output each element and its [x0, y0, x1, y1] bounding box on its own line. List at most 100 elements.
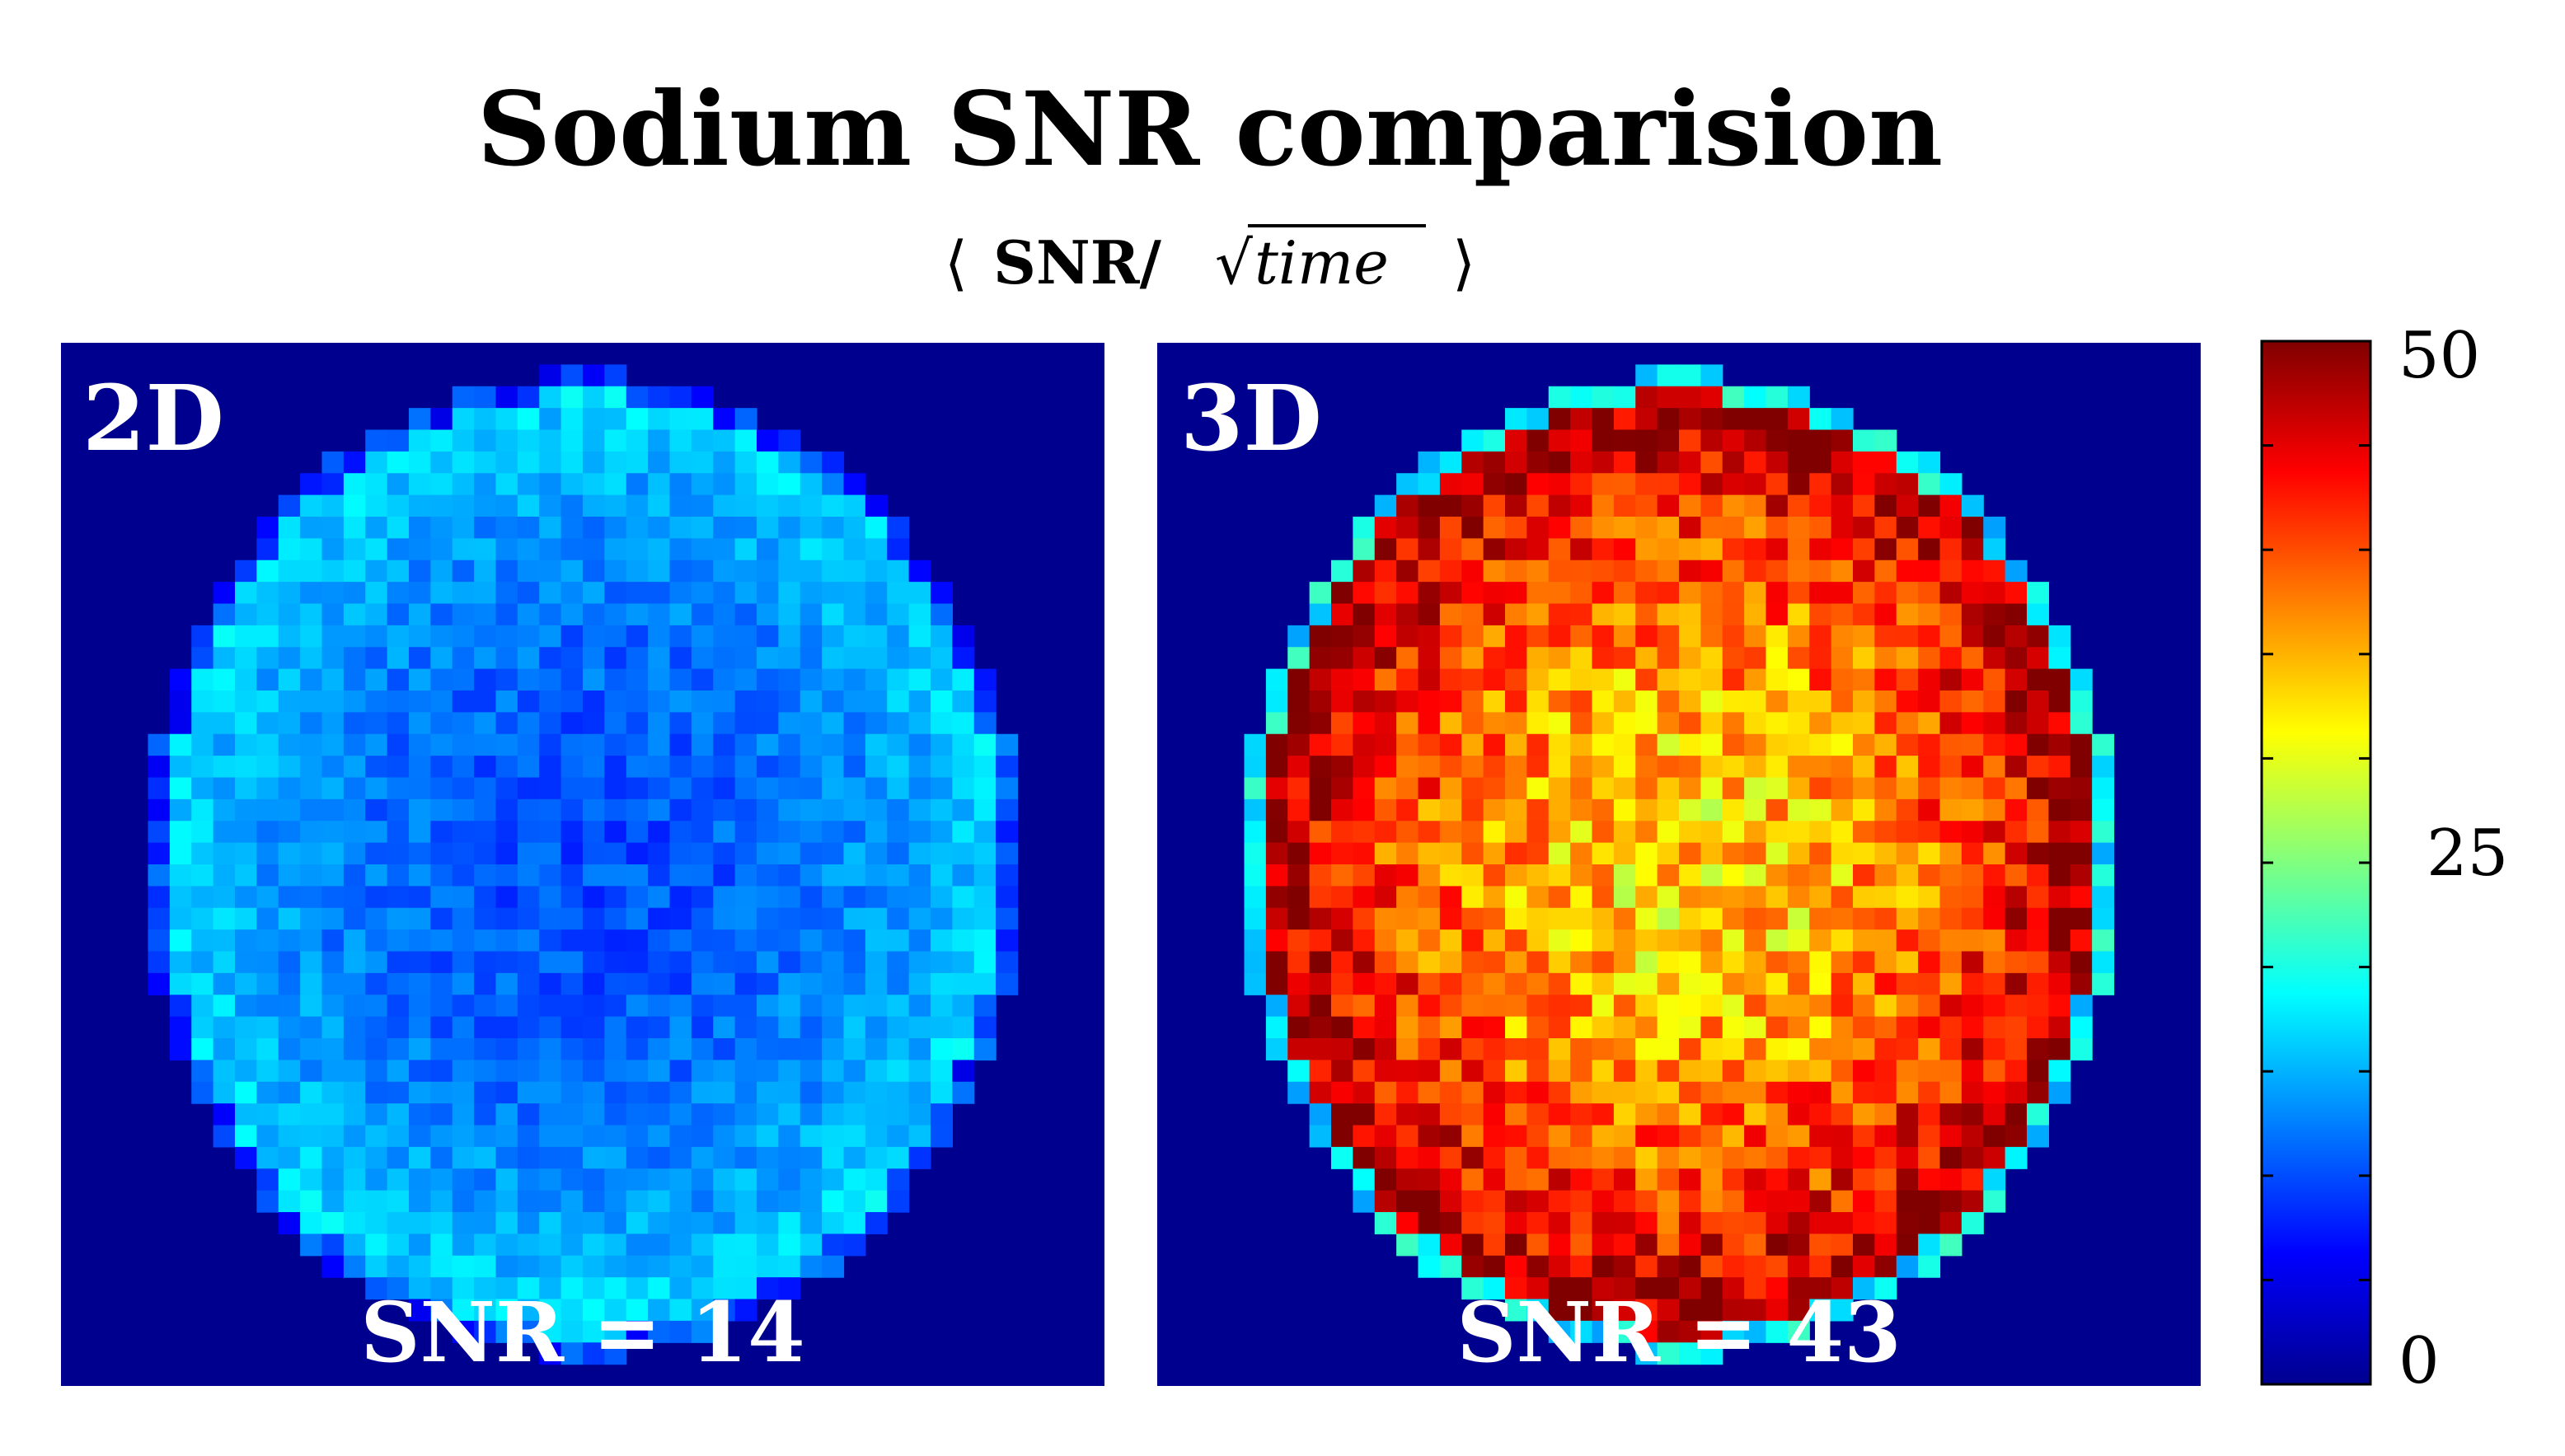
- heatmap-cell: [2005, 886, 2028, 909]
- heatmap-cell: [865, 929, 888, 953]
- heatmap-cell: [1700, 1081, 1723, 1104]
- heatmap-cell: [757, 864, 779, 887]
- heatmap-cell: [1787, 668, 1810, 691]
- heatmap-cell: [1831, 1234, 1854, 1257]
- heatmap-cell: [213, 886, 236, 909]
- heatmap-cell: [757, 886, 779, 909]
- heatmap-cell: [1657, 1016, 1680, 1039]
- heatmap-cell: [365, 625, 388, 648]
- heatmap-cell: [365, 842, 388, 865]
- heatmap-cell: [583, 1060, 605, 1083]
- heatmap-cell: [1592, 1277, 1615, 1300]
- heatmap-cell: [1287, 886, 1311, 909]
- heatmap-cell: [1765, 1038, 1789, 1060]
- heatmap-cell: [452, 798, 475, 822]
- heatmap-cell: [1309, 712, 1332, 735]
- heatmap-cell: [1700, 712, 1723, 735]
- heatmap-cell: [409, 842, 431, 865]
- heatmap-cell: [1613, 625, 1636, 648]
- heatmap-cell: [1461, 625, 1484, 648]
- heatmap-cell: [1700, 1212, 1723, 1234]
- heatmap-cell: [734, 712, 757, 735]
- heatmap-cell: [1787, 603, 1810, 626]
- heatmap-cell: [365, 473, 388, 496]
- heatmap-cell: [1396, 691, 1419, 713]
- heatmap-cell: [1418, 473, 1441, 496]
- heatmap-cell: [1570, 777, 1593, 800]
- heatmap-cell: [778, 929, 801, 953]
- heatmap-cell: [387, 1255, 410, 1278]
- heatmap-cell: [1353, 1190, 1376, 1213]
- heatmap-cell: [800, 647, 823, 670]
- heatmap-cell: [1374, 625, 1397, 648]
- heatmap-cell: [169, 951, 192, 974]
- heatmap-cell: [1896, 907, 1919, 930]
- heatmap-cell: [800, 1038, 823, 1060]
- heatmap-cell: [1809, 1255, 1832, 1278]
- heatmap-cell: [1679, 777, 1701, 800]
- heatmap-cell: [1722, 1299, 1745, 1322]
- heatmap-cell: [1983, 1038, 2006, 1060]
- heatmap-cell: [1744, 1190, 1767, 1213]
- heatmap-cell: [626, 691, 649, 713]
- heatmap-cell: [387, 886, 410, 909]
- heatmap-cell: [1331, 995, 1353, 1018]
- heatmap-cell: [560, 582, 584, 605]
- heatmap-cell: [843, 821, 866, 844]
- heatmap-cell: [365, 1277, 388, 1300]
- heatmap-cell: [1918, 929, 1941, 953]
- heatmap-cell: [2005, 603, 2028, 626]
- heatmap-cell: [887, 1125, 910, 1148]
- heatmap-cell: [843, 494, 866, 517]
- heatmap-cell: [822, 1212, 845, 1234]
- heatmap-cell: [887, 582, 910, 605]
- heatmap-cell: [713, 842, 736, 865]
- heatmap-cell: [1896, 995, 1919, 1018]
- heatmap-cell: [1744, 821, 1767, 844]
- heatmap-cell: [1635, 1016, 1658, 1039]
- heatmap-cell: [713, 1060, 736, 1083]
- heatmap-cell: [2048, 691, 2071, 713]
- heatmap-cell: [648, 451, 671, 474]
- heatmap-cell: [1679, 1212, 1701, 1234]
- heatmap-cell: [1331, 625, 1353, 648]
- heatmap-cell: [1613, 1212, 1636, 1234]
- heatmap-cell: [757, 647, 779, 670]
- heatmap-cell: [1548, 1212, 1571, 1234]
- heatmap-cell: [1592, 1016, 1615, 1039]
- heatmap-cell: [1700, 1146, 1723, 1169]
- heatmap-cell: [1809, 559, 1832, 583]
- heatmap-cell: [1939, 1168, 1962, 1191]
- heatmap-cell: [1918, 951, 1941, 974]
- heatmap-cell: [1287, 907, 1311, 930]
- heatmap-cell: [430, 1277, 453, 1300]
- heatmap-cell: [1548, 1081, 1571, 1104]
- heatmap-cell: [2070, 995, 2093, 1018]
- heatmap-cell: [1483, 712, 1506, 735]
- heatmap-cell: [931, 733, 953, 756]
- heatmap-cell: [1505, 647, 1527, 670]
- heatmap-cell: [1548, 559, 1571, 583]
- heatmap-cell: [1613, 408, 1636, 431]
- heatmap-cell: [822, 1190, 845, 1213]
- heatmap-cell: [495, 733, 518, 756]
- heatmap-cell: [539, 1168, 562, 1191]
- heatmap-cell: [278, 907, 301, 930]
- heatmap-cell: [1570, 1060, 1593, 1083]
- heatmap-cell: [669, 842, 692, 865]
- heatmap-cell: [1287, 995, 1311, 1018]
- heatmap-cell: [1657, 733, 1680, 756]
- heatmap-cell: [865, 712, 888, 735]
- heatmap-cell: [1287, 647, 1311, 670]
- heatmap-cell: [626, 798, 649, 822]
- heatmap-cell: [1961, 1081, 1984, 1104]
- heatmap-cell: [1874, 451, 1897, 474]
- heatmap-cell: [1331, 951, 1353, 974]
- heatmap-cell: [387, 1081, 410, 1104]
- heatmap-cell: [2027, 929, 2049, 953]
- heatmap-cell: [1331, 777, 1353, 800]
- heatmap-cell: [1765, 386, 1789, 409]
- heatmap-cell: [713, 451, 736, 474]
- heatmap-cell: [778, 1125, 801, 1148]
- heatmap-cell: [1374, 582, 1397, 605]
